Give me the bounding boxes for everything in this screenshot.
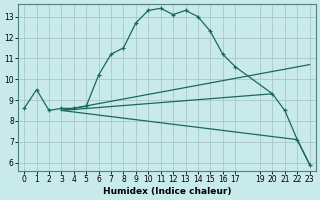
X-axis label: Humidex (Indice chaleur): Humidex (Indice chaleur) xyxy=(103,187,231,196)
